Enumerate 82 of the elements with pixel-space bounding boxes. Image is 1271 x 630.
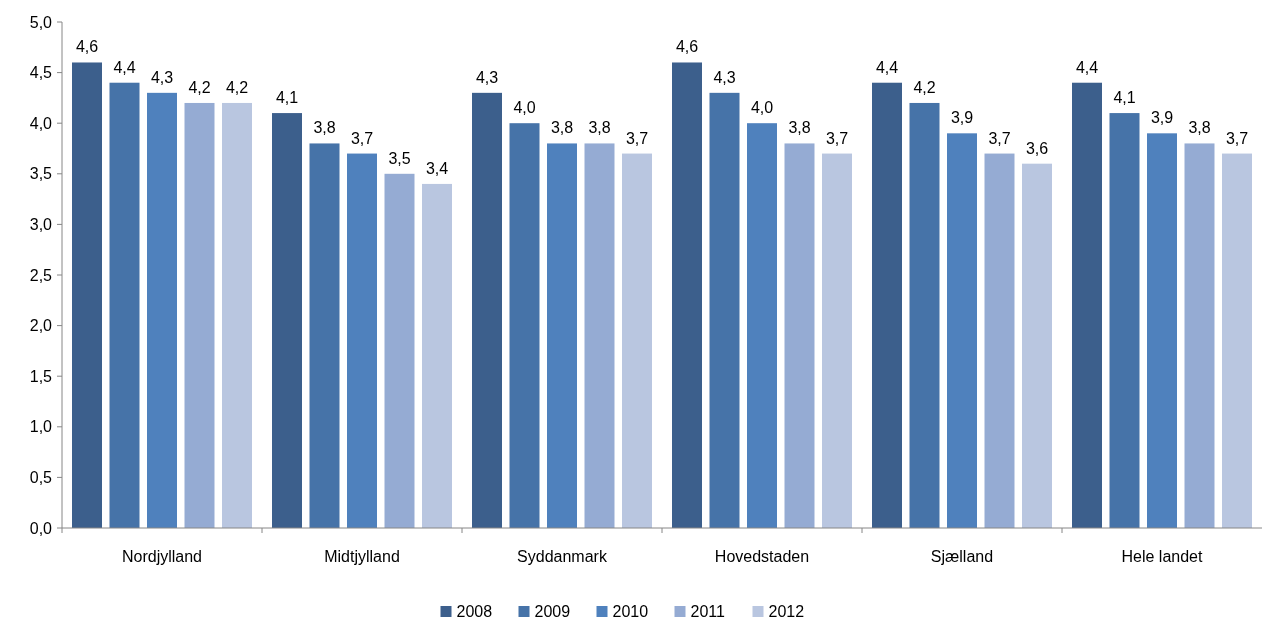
- data-label: 3,8: [788, 119, 811, 137]
- bar: [309, 143, 340, 528]
- bar: [1222, 153, 1252, 528]
- bar: [109, 82, 140, 528]
- data-label: 3,7: [1225, 129, 1249, 147]
- y-tick-label: 0,5: [29, 469, 53, 486]
- data-label: 4,4: [113, 58, 136, 76]
- bar: [622, 153, 652, 528]
- legend-label: 2011: [690, 603, 726, 621]
- data-label: 4,6: [675, 38, 699, 56]
- bar: [947, 133, 977, 528]
- x-tick-label: Nordjylland: [121, 548, 203, 565]
- bar: [72, 62, 102, 528]
- data-label: 4,3: [713, 68, 736, 86]
- data-label: 3,7: [625, 129, 649, 147]
- legend-label: 2012: [768, 603, 805, 621]
- x-tick-label: Hele landet: [1121, 548, 1204, 565]
- bar: [184, 102, 215, 528]
- legend-label: 2010: [612, 603, 649, 621]
- data-label: 4,2: [188, 78, 211, 96]
- data-label: 4,4: [875, 58, 899, 76]
- bar: [472, 92, 502, 528]
- bar: [1022, 163, 1052, 528]
- data-label: 4,4: [1075, 58, 1099, 76]
- bar: [422, 183, 452, 528]
- data-label: 4,1: [275, 89, 299, 107]
- data-label: 3,9: [950, 109, 974, 127]
- bar: [909, 102, 940, 528]
- data-label: 4,1: [1113, 89, 1136, 107]
- y-tick-label: 0,0: [29, 519, 53, 537]
- data-label: 3,5: [388, 149, 411, 167]
- x-tick-label: Syddanmark: [517, 548, 608, 565]
- bar: [1072, 82, 1102, 528]
- data-label: 3,8: [588, 119, 611, 137]
- data-label: 4,0: [750, 99, 774, 117]
- data-label: 4,2: [913, 78, 936, 96]
- data-label: 4,3: [475, 68, 499, 86]
- data-label: 3,7: [988, 129, 1011, 147]
- x-tick-label: Hovedstaden: [714, 548, 810, 565]
- y-tick-label: 5,0: [29, 13, 53, 31]
- bar: [347, 153, 377, 528]
- data-label: 3,6: [1025, 139, 1049, 157]
- bar: [747, 123, 777, 528]
- bar: [984, 153, 1015, 528]
- data-label: 3,8: [313, 119, 336, 137]
- y-tick-label: 4,5: [29, 64, 53, 82]
- bar: [509, 123, 540, 528]
- bar: [222, 102, 252, 528]
- data-label: 3,4: [425, 159, 449, 177]
- bar: [272, 113, 302, 528]
- bar: [784, 143, 815, 528]
- data-label: 3,9: [1150, 109, 1174, 127]
- bar: [1184, 143, 1215, 528]
- data-label: 3,8: [1188, 119, 1211, 137]
- data-label: 4,2: [225, 78, 249, 96]
- bar: [672, 62, 702, 528]
- legend-label: 2008: [456, 603, 493, 621]
- y-tick-label: 2,0: [29, 317, 53, 335]
- y-tick-label: 1,5: [29, 367, 53, 385]
- x-tick-label: Sjælland: [930, 548, 994, 565]
- bar: [822, 153, 852, 528]
- y-tick-label: 2,5: [29, 266, 53, 284]
- y-tick-label: 3,0: [29, 216, 53, 233]
- y-tick-label: 1,0: [29, 418, 53, 436]
- bar: [547, 143, 577, 528]
- data-label: 4,6: [75, 38, 99, 56]
- data-label: 4,0: [513, 99, 536, 117]
- bar: [1147, 133, 1177, 528]
- y-tick-label: 4,0: [29, 114, 53, 132]
- bar: [872, 82, 902, 528]
- data-label: 4,3: [150, 68, 174, 86]
- data-label: 3,8: [550, 119, 574, 137]
- data-label: 3,7: [825, 129, 849, 147]
- data-label: 3,7: [350, 129, 374, 147]
- legend-label: 2009: [534, 603, 571, 621]
- bar: [384, 173, 415, 528]
- bar: [709, 92, 740, 528]
- x-tick-label: Midtjylland: [324, 548, 400, 565]
- y-tick-label: 3,5: [29, 165, 53, 183]
- bar: [1109, 113, 1140, 528]
- bar: [584, 143, 615, 528]
- bar: [147, 92, 177, 528]
